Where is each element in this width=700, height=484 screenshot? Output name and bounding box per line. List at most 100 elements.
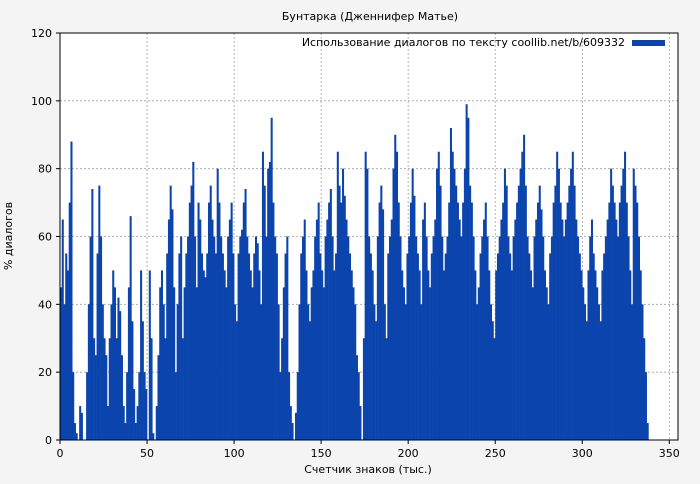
bar-229 (458, 219, 461, 440)
bar-331 (636, 202, 639, 440)
bar-337 (646, 423, 649, 440)
bar-126 (279, 372, 282, 440)
bar-269 (528, 253, 531, 440)
y-tick-label-120: 120 (31, 27, 52, 40)
x-tick-label-50: 50 (140, 447, 154, 460)
bar-296 (575, 219, 578, 440)
bar-197 (402, 287, 405, 440)
bar-306 (592, 253, 595, 440)
bar-38 (126, 372, 129, 440)
bar-92 (220, 236, 223, 440)
bar-157 (333, 270, 336, 440)
bar-34 (119, 311, 122, 440)
bar-251 (496, 253, 499, 440)
bar-138 (300, 253, 303, 440)
bar-294 (571, 151, 574, 441)
bar-21 (96, 253, 99, 440)
bar-228 (456, 202, 459, 440)
bar-224 (449, 127, 452, 440)
bar-83 (204, 277, 207, 440)
bar-3 (65, 253, 68, 440)
bar-304 (589, 236, 592, 440)
bar-27 (107, 406, 110, 440)
bar-263 (517, 185, 520, 440)
y-tick-label-0: 0 (45, 434, 52, 447)
bar-305 (590, 219, 593, 440)
bar-107 (246, 236, 249, 440)
bar-190 (390, 219, 393, 440)
chart-title: Бунтарка (Дженнифер Матье) (282, 10, 458, 23)
bar-215 (434, 219, 437, 440)
bar-132 (289, 406, 292, 440)
bar-37 (124, 423, 127, 440)
bar-148 (317, 202, 320, 440)
bar-59 (162, 304, 165, 440)
bar-49 (145, 389, 148, 440)
legend: Использование диалогов по тексту coollib… (302, 36, 665, 49)
bar-243 (483, 219, 486, 440)
bar-44 (136, 406, 139, 440)
bar-93 (221, 253, 224, 440)
bar-277 (542, 236, 545, 440)
bar-225 (451, 151, 454, 441)
bar-264 (519, 168, 522, 440)
bar-268 (526, 236, 529, 440)
bar-169 (354, 304, 357, 440)
bar-71 (183, 287, 186, 440)
bar-161 (340, 202, 343, 440)
bar-97 (228, 219, 231, 440)
bar-167 (350, 270, 353, 440)
bar-82 (202, 270, 205, 440)
bar-260 (512, 236, 515, 440)
bar-124 (275, 253, 278, 440)
bar-58 (160, 270, 164, 440)
bar-234 (467, 117, 470, 441)
bar-241 (479, 253, 482, 440)
bar-152 (324, 236, 327, 440)
bar-89 (214, 253, 217, 440)
bar-177 (368, 236, 371, 440)
bar-41 (131, 321, 134, 440)
bar-171 (357, 372, 360, 440)
bar-307 (594, 270, 597, 440)
bar-112 (254, 236, 258, 440)
bar-179 (371, 270, 374, 440)
bar-75 (190, 185, 193, 440)
bar-271 (531, 287, 534, 440)
bar-266 (523, 134, 526, 440)
bar-216 (436, 168, 439, 440)
bar-18 (91, 189, 94, 440)
x-tick-label-200: 200 (398, 447, 419, 460)
bar-90 (216, 168, 219, 440)
bar-74 (188, 202, 191, 440)
bar-45 (138, 372, 141, 440)
bar-22 (98, 185, 101, 440)
bar-275 (538, 185, 541, 440)
bar-329 (632, 168, 635, 440)
bar-237 (472, 236, 475, 440)
bar-125 (277, 304, 280, 440)
bar-218 (439, 185, 442, 440)
bar-213 (430, 253, 433, 440)
bar-163 (343, 195, 346, 440)
bar-98 (230, 202, 233, 440)
bar-232 (463, 168, 466, 440)
bar-102 (237, 253, 240, 440)
bar-316 (610, 168, 613, 440)
bar-156 (331, 236, 334, 440)
bar-280 (547, 304, 550, 440)
bar-48 (143, 372, 146, 440)
bar-290 (564, 219, 567, 440)
bar-250 (495, 270, 498, 440)
bar-299 (580, 270, 583, 440)
bar-51 (148, 270, 151, 440)
bar-76 (192, 161, 195, 440)
bar-278 (543, 270, 546, 440)
bar-193 (395, 151, 399, 441)
bar-53 (152, 433, 155, 440)
bar-208 (422, 219, 425, 440)
bar-162 (342, 168, 345, 440)
bar-23 (100, 236, 103, 440)
bar-147 (315, 219, 318, 440)
